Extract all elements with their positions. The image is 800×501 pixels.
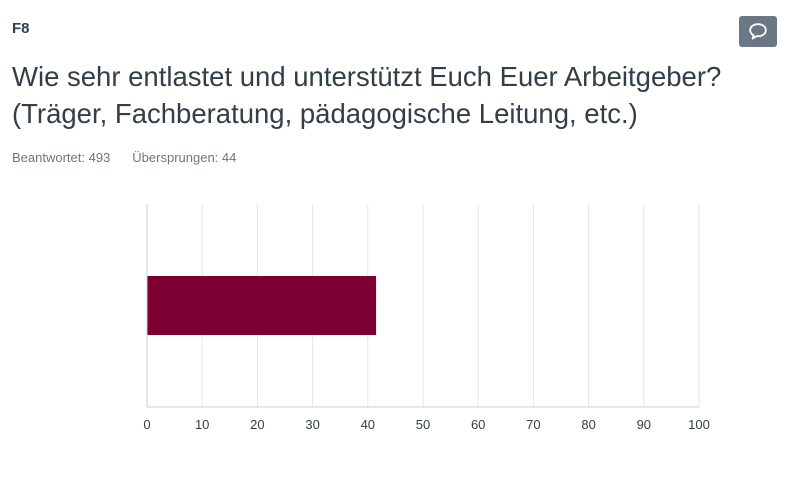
x-tick-label: 10: [195, 417, 209, 432]
x-tick-label: 60: [471, 417, 485, 432]
skipped-count: Übersprungen: 44: [132, 150, 237, 165]
question-title: Wie sehr entlastet und unterstützt Euch …: [12, 61, 722, 129]
response-stats: Beantwortet: 493 Übersprungen: 44: [12, 150, 236, 165]
x-tick-label: 30: [305, 417, 319, 432]
x-tick-label: 0: [143, 417, 150, 432]
bar[interactable]: [147, 276, 377, 335]
answered-count: Beantwortet: 493: [12, 150, 111, 165]
comment-button[interactable]: [739, 16, 777, 47]
bars: [147, 276, 377, 335]
question-id: F8: [12, 20, 30, 37]
x-tick-label: 50: [416, 417, 430, 432]
x-tick-label: 80: [581, 417, 595, 432]
x-tick-label: 90: [637, 417, 651, 432]
x-tick-label: 100: [688, 417, 710, 432]
x-tick-label: 40: [361, 417, 375, 432]
axes: [146, 204, 699, 408]
comment-bubble-icon: [749, 23, 767, 40]
x-tick-label: 70: [526, 417, 540, 432]
x-tick-labels: 0 10 20 30 40 50 60 70 80 90 100: [143, 417, 709, 432]
x-tick-label: 20: [250, 417, 264, 432]
